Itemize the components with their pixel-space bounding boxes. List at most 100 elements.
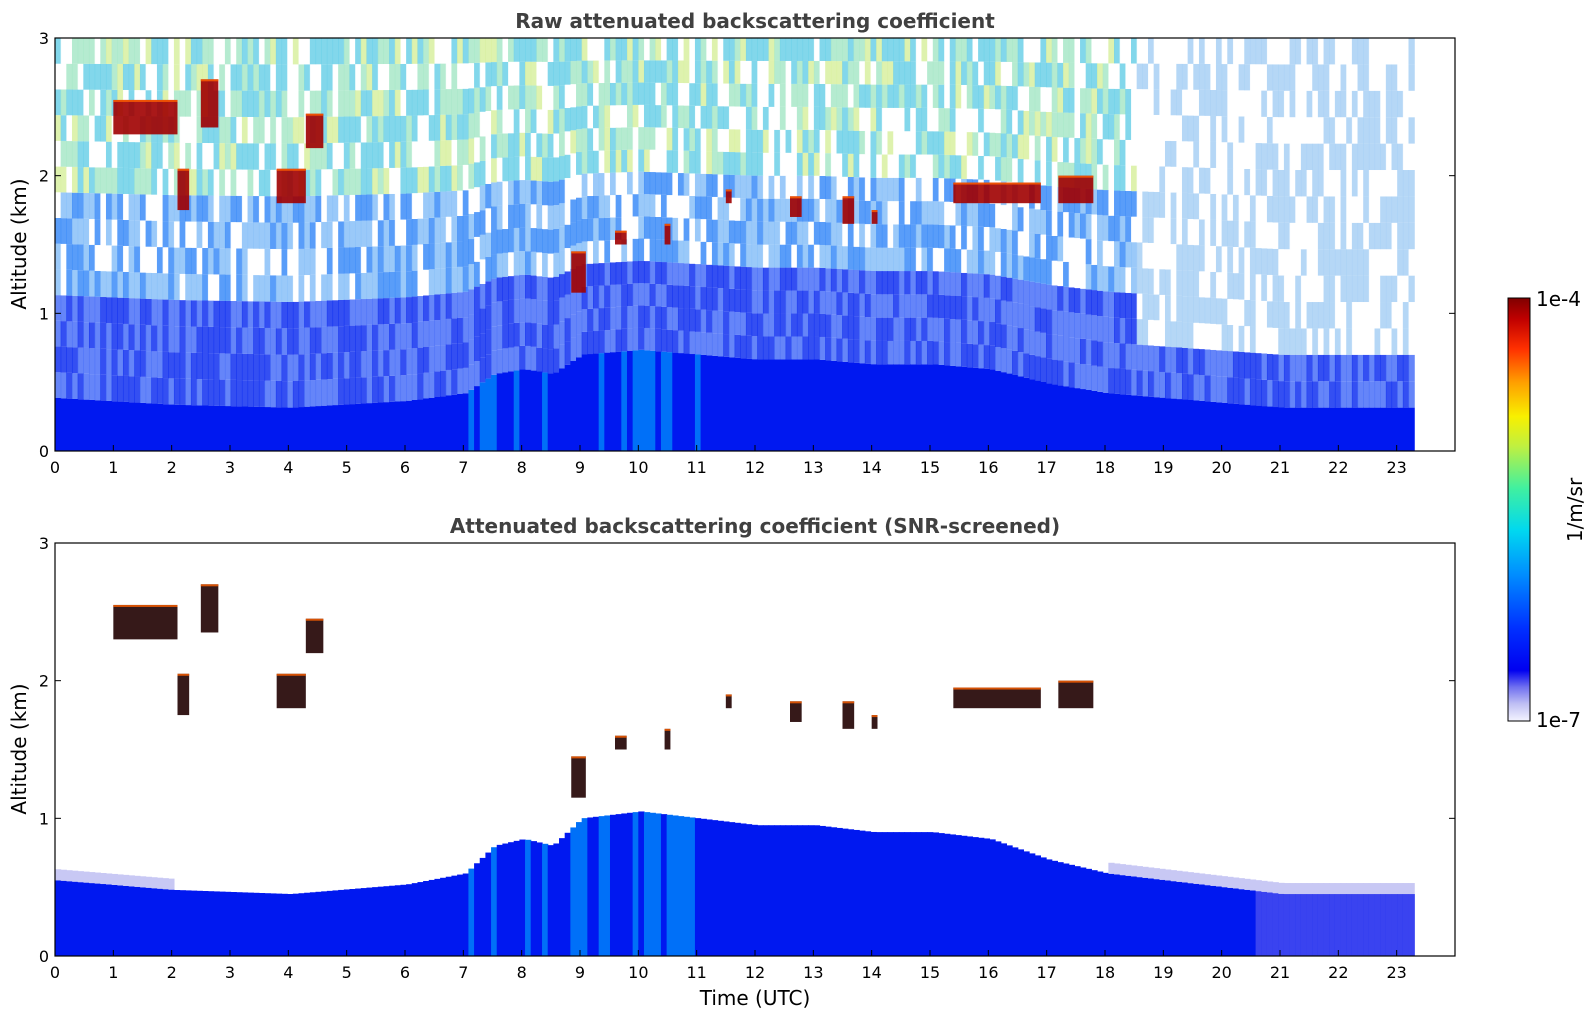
noise-cell (944, 342, 951, 366)
noise-cell (1334, 381, 1342, 408)
noise-cell (1080, 113, 1087, 139)
noise-cell (1385, 222, 1393, 250)
noise-cell (1136, 216, 1143, 243)
noise-cell (1119, 190, 1126, 217)
noise-cell (1238, 194, 1245, 222)
noise-cell (411, 244, 419, 271)
noise-cell (1402, 143, 1410, 171)
noise-cell (825, 153, 832, 177)
noise-cell (847, 292, 855, 316)
noise-cell (1295, 117, 1302, 144)
noise-cell (689, 286, 696, 309)
noise-cell (360, 246, 368, 273)
noise-cell (1051, 235, 1058, 261)
noise-cell (1283, 249, 1291, 276)
noise-cell (224, 169, 232, 196)
boundary-layer-column (1057, 862, 1064, 956)
noise-cell (173, 273, 181, 301)
noise-cell (83, 270, 90, 297)
noise-cell (1329, 117, 1336, 144)
noise-cell (417, 167, 424, 193)
noise-cell (1063, 38, 1070, 63)
faint-signal-column (1391, 894, 1398, 956)
noise-cell (134, 350, 141, 377)
noise-cell (145, 246, 152, 273)
noise-cell (1266, 274, 1274, 302)
noise-cell (1034, 111, 1041, 136)
noise-cell (513, 299, 520, 323)
noise-cell (1125, 318, 1132, 344)
noise-cell (338, 64, 345, 91)
noise-cell (230, 353, 237, 380)
boundary-layer-column (1046, 859, 1053, 956)
noise-cell (1300, 90, 1308, 118)
boundary-layer-column (825, 826, 832, 956)
noise-cell (207, 379, 215, 406)
noise-cell (621, 82, 628, 106)
boundary-layer-column (1153, 879, 1160, 956)
noise-cell (927, 317, 934, 341)
noise-cell (1136, 114, 1143, 141)
boundary-layer-column (774, 359, 781, 451)
noise-cell (451, 63, 458, 89)
noise-cell (581, 173, 588, 197)
noise-cell (224, 195, 232, 223)
noise-cell (638, 238, 645, 261)
noise-cell (1215, 142, 1223, 169)
noise-cell (1385, 90, 1393, 118)
noise-cell (71, 38, 79, 64)
boundary-layer-column (332, 405, 339, 451)
noise-cell (1397, 64, 1404, 91)
boundary-layer-column (609, 352, 617, 451)
boundary-layer-column (1147, 878, 1155, 956)
noise-cell (457, 190, 464, 217)
noise-cell (626, 216, 634, 240)
noise-cell (1402, 354, 1410, 382)
noise-cell (1232, 273, 1240, 300)
faint-signal-column (1374, 883, 1381, 895)
noise-cell (689, 60, 696, 84)
noise-cell (1204, 219, 1211, 246)
boundary-layer-column (536, 371, 543, 451)
noise-cell (796, 244, 804, 268)
noise-cell (434, 371, 441, 397)
noise-cell (1153, 371, 1160, 398)
noise-cell (876, 340, 883, 365)
boundary-layer-column (1102, 392, 1109, 451)
boundary-layer-column (553, 843, 560, 956)
noise-cell (400, 115, 407, 142)
noise-cell (151, 142, 158, 169)
boundary-layer-column (253, 406, 260, 451)
boundary-layer-column (258, 893, 266, 956)
noise-cell (428, 38, 436, 64)
boundary-layer-column (1300, 407, 1308, 451)
noise-cell (468, 163, 475, 189)
noise-cell (955, 272, 962, 297)
noise-cell (1215, 246, 1223, 273)
noise-cell (411, 322, 419, 349)
boundary-layer-column (706, 819, 713, 956)
noise-cell (1029, 354, 1036, 380)
noise-cell (270, 248, 277, 276)
noise-cell (819, 129, 826, 153)
noise-cell (156, 377, 164, 404)
noise-cell (921, 177, 928, 202)
noise-cell (1334, 143, 1342, 171)
noise-cell (944, 271, 951, 296)
noise-cell (728, 311, 736, 335)
noise-cell (1232, 377, 1240, 404)
cloud-layer-4 (305, 113, 324, 149)
noise-cell (1227, 298, 1234, 326)
noise-cell (349, 90, 356, 117)
noise-cell (502, 324, 509, 349)
noise-cell (819, 244, 826, 268)
noise-cell (847, 130, 855, 154)
noise-cell (1266, 301, 1274, 328)
noise-cell (1295, 249, 1302, 276)
noise-cell (1312, 222, 1319, 250)
noise-cell (315, 38, 322, 65)
noise-cell (898, 317, 906, 341)
noise-cell (1289, 170, 1296, 197)
noise-cell (298, 327, 305, 355)
noise-cell (757, 198, 764, 222)
